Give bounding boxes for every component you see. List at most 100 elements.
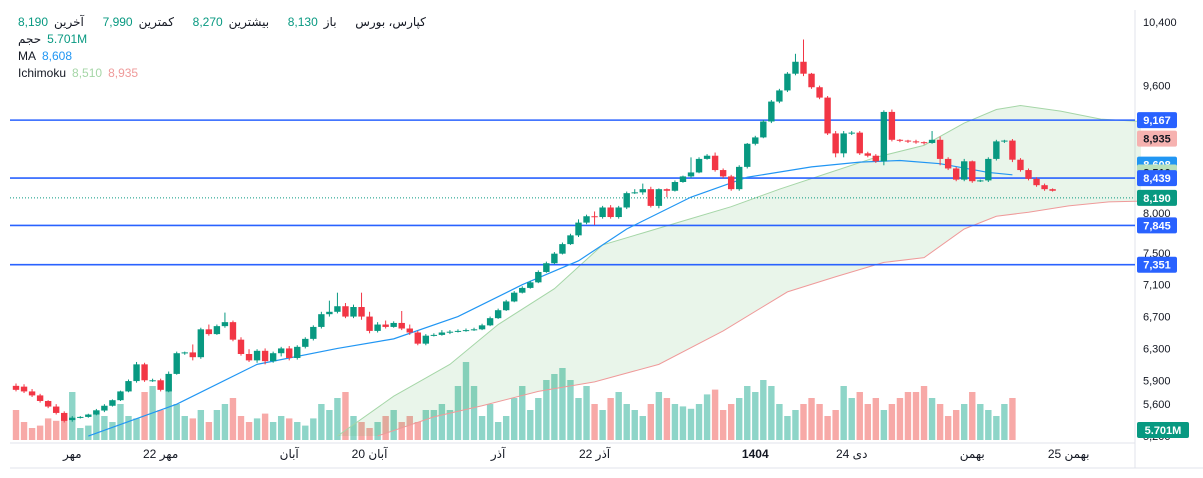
volume-bar xyxy=(896,398,904,440)
volume-bar xyxy=(12,410,20,440)
volume-bar xyxy=(671,404,679,440)
candle-body xyxy=(310,326,317,339)
candle-body xyxy=(784,73,791,91)
candle-body xyxy=(591,216,598,218)
volume-bar xyxy=(125,416,132,440)
candle-body xyxy=(679,176,687,182)
candle-body xyxy=(165,373,172,392)
candle-body xyxy=(631,192,638,194)
volume-bar xyxy=(776,404,783,440)
volume-bar xyxy=(880,410,888,440)
candle-body xyxy=(398,322,405,329)
candle-body xyxy=(12,385,20,390)
candle-body xyxy=(655,189,663,206)
volume-bar xyxy=(768,386,775,440)
volume-bar xyxy=(687,408,695,440)
candle-body xyxy=(133,364,140,382)
y-tick-label: 5,900 xyxy=(1143,375,1171,387)
price-tag-label: 7,351 xyxy=(1143,260,1171,272)
candle-body xyxy=(1025,170,1032,179)
ma-row[interactable]: MA 8,608 xyxy=(18,48,426,65)
moving-average-line xyxy=(88,159,1013,437)
volume-bar xyxy=(69,392,76,440)
price-tag: 9,167 xyxy=(1137,112,1177,129)
volume-bar xyxy=(318,404,325,440)
candle-body xyxy=(583,216,590,223)
candle-body xyxy=(824,97,831,134)
volume-bar xyxy=(269,422,277,440)
volume-bar xyxy=(631,410,638,440)
volume-bar xyxy=(872,398,880,440)
candle-body xyxy=(511,292,518,302)
x-tick-label: آبان xyxy=(280,446,300,461)
candle-body xyxy=(157,380,164,390)
candle-body xyxy=(1033,178,1040,186)
price-tag-label: 9,167 xyxy=(1143,115,1171,127)
candle-body xyxy=(213,326,221,335)
candle-body xyxy=(527,282,534,288)
volume-bar xyxy=(390,410,397,440)
volume-bar xyxy=(470,386,478,440)
volume-bar xyxy=(736,398,743,440)
x-tick-label: 24 دی xyxy=(836,447,867,461)
volume-bar xyxy=(655,392,663,440)
volume-bar xyxy=(502,416,510,440)
candle-body xyxy=(334,306,341,312)
x-tick-label: بهمن xyxy=(960,447,985,462)
candle-body xyxy=(61,412,68,421)
candle-body xyxy=(985,158,992,181)
price-tag-box xyxy=(1137,217,1177,234)
volume-label: حجم xyxy=(18,32,42,46)
volume-bar xyxy=(422,410,430,440)
volume-bar xyxy=(977,404,984,440)
candle-body xyxy=(229,322,237,340)
volume-bar xyxy=(237,416,245,440)
volume-bar xyxy=(93,410,100,440)
price-tag-label: 8,439 xyxy=(1143,173,1171,185)
volume-bar xyxy=(808,398,815,440)
candle-body xyxy=(711,155,719,171)
candle-body xyxy=(832,133,839,154)
candle-body xyxy=(776,90,783,102)
volume-bar xyxy=(398,422,405,440)
candle-body xyxy=(358,307,365,317)
volume-tag-label: 5.701M xyxy=(1145,425,1182,437)
ichimoku-row[interactable]: Ichimoku 8,510 8,935 xyxy=(18,65,426,82)
candle-body xyxy=(1009,140,1016,160)
volume-bar xyxy=(936,404,944,440)
volume-bar xyxy=(406,416,413,440)
candle-body xyxy=(502,301,510,311)
candle-body xyxy=(559,244,566,254)
volume-bar xyxy=(832,410,839,440)
volume-tag: 5.701M xyxy=(1137,422,1189,438)
volume-bar xyxy=(77,428,84,440)
ma-label: MA xyxy=(18,49,36,63)
high-label: بیشترین xyxy=(228,15,270,29)
candle-body xyxy=(880,111,888,162)
candle-body xyxy=(1041,185,1048,190)
volume-bar xyxy=(109,422,116,440)
volume-bar xyxy=(993,416,1000,440)
volume-bar xyxy=(20,422,28,440)
close-value: 8,190 xyxy=(18,15,49,29)
volume-bar xyxy=(952,410,960,440)
candle-body xyxy=(101,405,108,411)
candle-body xyxy=(535,271,542,283)
volume-row[interactable]: حجم 5.701M xyxy=(18,31,426,48)
volume-bar xyxy=(253,418,261,440)
volume-bar xyxy=(615,392,622,440)
volume-bar xyxy=(326,410,333,440)
x-tick-label: 1404 xyxy=(742,447,769,461)
volume-bar xyxy=(985,410,992,440)
volume-bar xyxy=(711,389,719,440)
candle-body xyxy=(840,133,847,154)
candle-body xyxy=(486,318,494,326)
price-tag: 7,351 xyxy=(1137,256,1177,273)
candle-body xyxy=(856,132,863,154)
candle-body xyxy=(848,132,855,134)
candle-body xyxy=(205,329,213,335)
symbol-name[interactable]: کپارس، بورس xyxy=(355,15,426,29)
volume-bar xyxy=(28,428,36,440)
candle-body xyxy=(189,352,196,358)
